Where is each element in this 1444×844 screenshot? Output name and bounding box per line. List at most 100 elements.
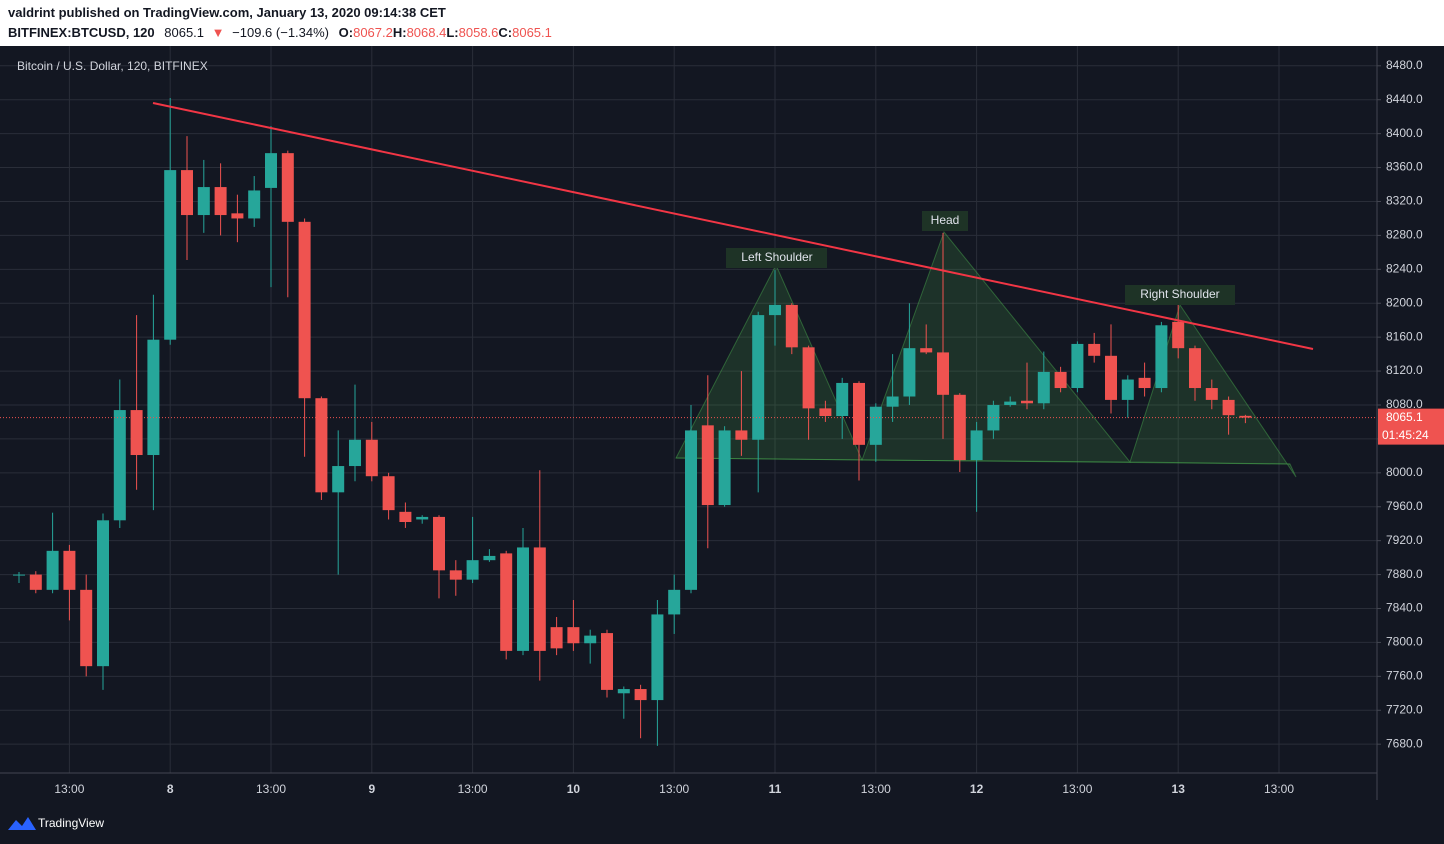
- candle-body: [315, 398, 328, 493]
- y-tick-label: 8000.0: [1386, 465, 1423, 479]
- down-arrow: ▼: [212, 25, 225, 40]
- x-tick-label: 13:00: [256, 782, 286, 796]
- candle-body: [785, 304, 798, 348]
- y-tick-label: 7840.0: [1386, 601, 1423, 615]
- y-tick-label: 8200.0: [1386, 295, 1423, 309]
- y-tick-label: 7880.0: [1386, 567, 1423, 581]
- annotations: Left Shoulder Head Right Shoulder: [726, 211, 1235, 305]
- candle-body: [181, 170, 193, 216]
- candle-body: [1054, 371, 1067, 389]
- annotation: Right Shoulder: [1140, 287, 1219, 301]
- candle-body: [903, 348, 916, 397]
- candle-body: [29, 574, 42, 590]
- publish-line: valdrint published on TradingView.com, J…: [8, 5, 446, 20]
- candle-body: [197, 187, 210, 216]
- x-tick-label: 13:00: [659, 782, 689, 796]
- candle-body: [399, 511, 412, 523]
- candle-body: [1088, 343, 1101, 356]
- x-tick-label: 13:00: [54, 782, 84, 796]
- annotation-box: [726, 248, 827, 268]
- brand: TradingView: [38, 816, 104, 830]
- candle-body: [1105, 355, 1117, 400]
- candle-body: [147, 339, 160, 456]
- candle-body: [1239, 415, 1252, 418]
- y-tick-label: 8480.0: [1386, 58, 1423, 72]
- candle-body: [130, 410, 143, 456]
- candle-body: [1121, 379, 1134, 400]
- candle-body: [1189, 348, 1201, 389]
- candle-body: [1021, 400, 1033, 404]
- candle-body: [584, 635, 597, 644]
- candle-body: [382, 476, 395, 511]
- y-tick-label: 7800.0: [1386, 635, 1423, 649]
- y-tick-label: 8400.0: [1386, 126, 1423, 140]
- x-tick-label: 8: [167, 782, 174, 796]
- candle-body: [349, 439, 361, 467]
- candle-body: [886, 396, 899, 407]
- y-tick-label: 8160.0: [1386, 329, 1423, 343]
- annotation: Head: [931, 213, 960, 227]
- annotation-box: [922, 211, 968, 231]
- candle-body: [1205, 388, 1218, 400]
- y-tick-label: 7760.0: [1386, 669, 1423, 683]
- candle-body: [853, 382, 865, 445]
- footer: [0, 800, 1444, 844]
- last-price: 8065.1: [164, 25, 204, 40]
- y-tick-label: 8280.0: [1386, 228, 1423, 242]
- candle-body: [214, 187, 227, 216]
- header-bar: [0, 0, 1444, 46]
- candle-body: [97, 520, 109, 667]
- x-tick-label: 13:00: [458, 782, 488, 796]
- candle-body: [1155, 325, 1168, 389]
- candle-body: [466, 560, 479, 580]
- candle-body: [248, 190, 261, 219]
- ohlc-value: 8058.6: [459, 25, 499, 40]
- x-tick-label: 10: [567, 782, 581, 796]
- ohlc-label: C:: [498, 25, 512, 40]
- chart-title: Bitcoin / U.S. Dollar, 120, BITFINEX: [17, 59, 208, 73]
- candle-body: [869, 406, 882, 445]
- change: −109.6 (−1.34%): [232, 25, 329, 40]
- head-triangle: [861, 230, 1132, 463]
- candle-body: [13, 574, 25, 576]
- candle-body: [668, 589, 681, 615]
- x-tick-label: 12: [970, 782, 984, 796]
- candle-body: [483, 555, 496, 561]
- candle-body: [718, 430, 731, 506]
- y-tick-label: 7920.0: [1386, 533, 1423, 547]
- candle-body: [1037, 371, 1050, 404]
- candle-body: [500, 553, 513, 651]
- candle-body: [365, 439, 378, 477]
- candle-body: [231, 213, 244, 219]
- x-tick-label: 13:00: [1062, 782, 1092, 796]
- y-tick-label: 8440.0: [1386, 92, 1423, 106]
- candle-body: [416, 516, 429, 520]
- candle-body: [113, 410, 126, 521]
- annotation: Left Shoulder: [741, 250, 812, 264]
- price-label-box: [1378, 408, 1444, 445]
- y-tick-label: 8240.0: [1386, 261, 1423, 275]
- y-tick-label: 8360.0: [1386, 160, 1423, 174]
- x-tick-label: 13: [1172, 782, 1186, 796]
- logo: TradingView: [8, 816, 104, 830]
- candle-body: [634, 689, 647, 701]
- candle-body: [517, 547, 529, 651]
- candle-body: [735, 430, 748, 440]
- candle-body: [701, 425, 714, 506]
- candle-body: [617, 689, 630, 694]
- candle-body: [63, 550, 76, 590]
- candle-body: [550, 627, 563, 649]
- y-tick-label: 8080.0: [1386, 397, 1423, 411]
- countdown: 01:45:24: [1382, 428, 1429, 442]
- ohlc-label: O:: [339, 25, 353, 40]
- candle-body: [802, 347, 815, 409]
- candle-body: [46, 550, 59, 590]
- candle-body: [1071, 343, 1084, 389]
- candle-body: [298, 221, 311, 399]
- symbol-line: BITFINEX:BTCUSD, 120 8065.1 ▼ −109.6 (−1…: [8, 25, 552, 40]
- y-tick-label: 8120.0: [1386, 363, 1423, 377]
- candle-body: [1004, 401, 1017, 405]
- neckline: [675, 457, 1291, 465]
